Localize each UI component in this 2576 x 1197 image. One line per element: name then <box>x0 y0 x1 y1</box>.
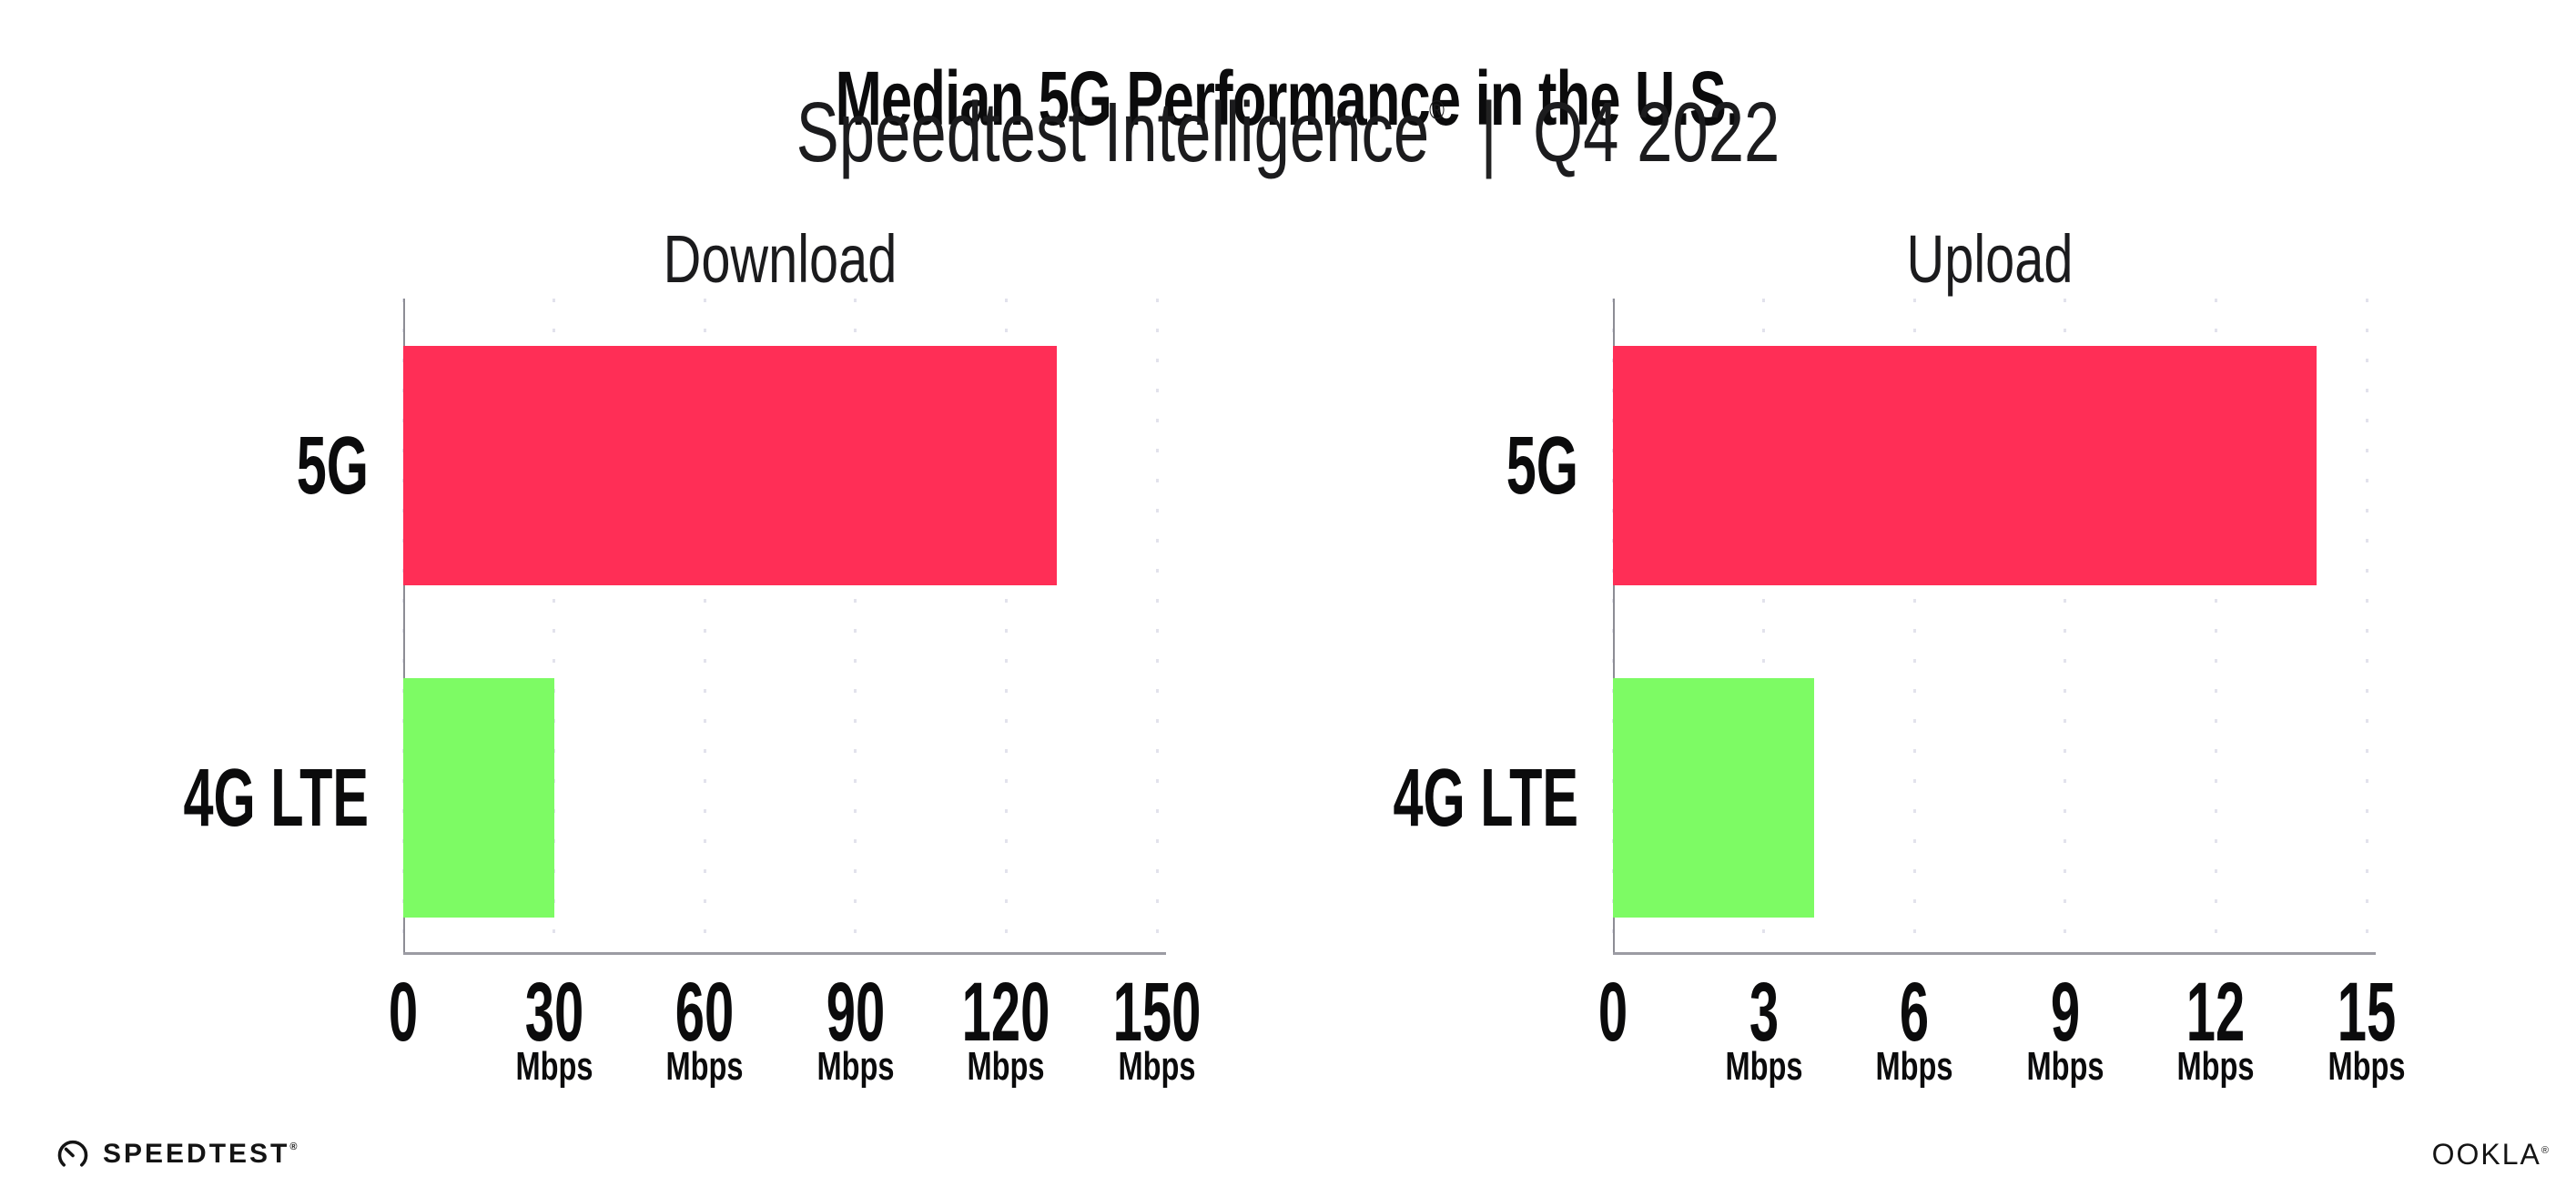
chart-title: Upload <box>1906 221 2074 297</box>
page-subtitle: Speedtest Intelligence® | Q4 2022 <box>309 90 2267 175</box>
tick-label: 12 <box>2186 966 2246 1059</box>
tick-unit-label: Mbps <box>2328 1044 2406 1089</box>
tick-unit-label: Mbps <box>816 1044 895 1089</box>
category-label: 5G <box>296 420 369 512</box>
tick-unit-label: Mbps <box>2176 1044 2255 1089</box>
ookla-registered-mark: ® <box>2541 1145 2549 1156</box>
tick-label: 0 <box>1597 966 1628 1059</box>
ookla-wordmark: OOKLA <box>2431 1138 2541 1171</box>
gridline <box>854 299 857 954</box>
chart-title: Download <box>663 221 898 297</box>
tick-unit-label: Mbps <box>1875 1044 1953 1089</box>
tick-label: 90 <box>826 966 886 1059</box>
tick-label: 6 <box>1900 966 1930 1059</box>
tick-label: 0 <box>388 966 419 1059</box>
subtitle-brand: Speedtest Intelligence <box>796 85 1430 179</box>
tick-label: 120 <box>962 966 1050 1059</box>
gridline <box>2064 299 2067 954</box>
tick-label: 3 <box>1749 966 1779 1059</box>
bar-5g <box>1613 346 2317 585</box>
category-label: 4G LTE <box>1393 752 1578 844</box>
y-axis-spine <box>403 299 405 952</box>
speedtest-registered-mark: ® <box>289 1141 298 1152</box>
tick-unit-label: Mbps <box>1118 1044 1196 1089</box>
tick-label: 60 <box>674 966 735 1059</box>
tick-unit-label: Mbps <box>515 1044 593 1089</box>
subtitle-separator: | <box>1480 85 1497 179</box>
speedtest-logo: SPEEDTEST® <box>55 1134 297 1174</box>
gridline <box>703 299 706 954</box>
tick-unit-label: Mbps <box>967 1044 1045 1089</box>
gridline <box>1912 299 1916 954</box>
tick-label: 15 <box>2337 966 2397 1059</box>
gridline <box>1762 299 1766 954</box>
x-axis-line <box>403 952 1166 955</box>
bar-4g-lte <box>1613 678 1814 918</box>
gridline <box>1004 299 1008 954</box>
gridline <box>2365 299 2368 954</box>
category-label: 5G <box>1506 420 1578 512</box>
tick-label: 30 <box>524 966 583 1059</box>
subtitle-period: Q4 2022 <box>1533 85 1780 179</box>
tick-unit-label: Mbps <box>1725 1044 1803 1089</box>
tick-label: 150 <box>1112 966 1202 1059</box>
bar-4g-lte <box>403 678 554 918</box>
gridline <box>553 299 556 954</box>
gridline <box>1155 299 1159 954</box>
page-title: Median 5G Performance in the U.S. <box>835 56 1741 142</box>
gridline <box>2214 299 2217 954</box>
speedtest-wordmark: SPEEDTEST® <box>103 1139 298 1169</box>
speedtest-gauge-icon <box>55 1136 91 1172</box>
ookla-logo: OOKLA® <box>2432 1140 2549 1169</box>
registered-mark: ® <box>1429 96 1445 126</box>
x-axis-line <box>1613 952 2376 955</box>
y-axis-spine <box>1613 299 1615 952</box>
category-label: 4G LTE <box>183 752 369 844</box>
tick-unit-label: Mbps <box>665 1044 744 1089</box>
tick-unit-label: Mbps <box>2026 1044 2104 1089</box>
tick-label: 9 <box>2050 966 2080 1059</box>
bar-5g <box>403 346 1057 585</box>
